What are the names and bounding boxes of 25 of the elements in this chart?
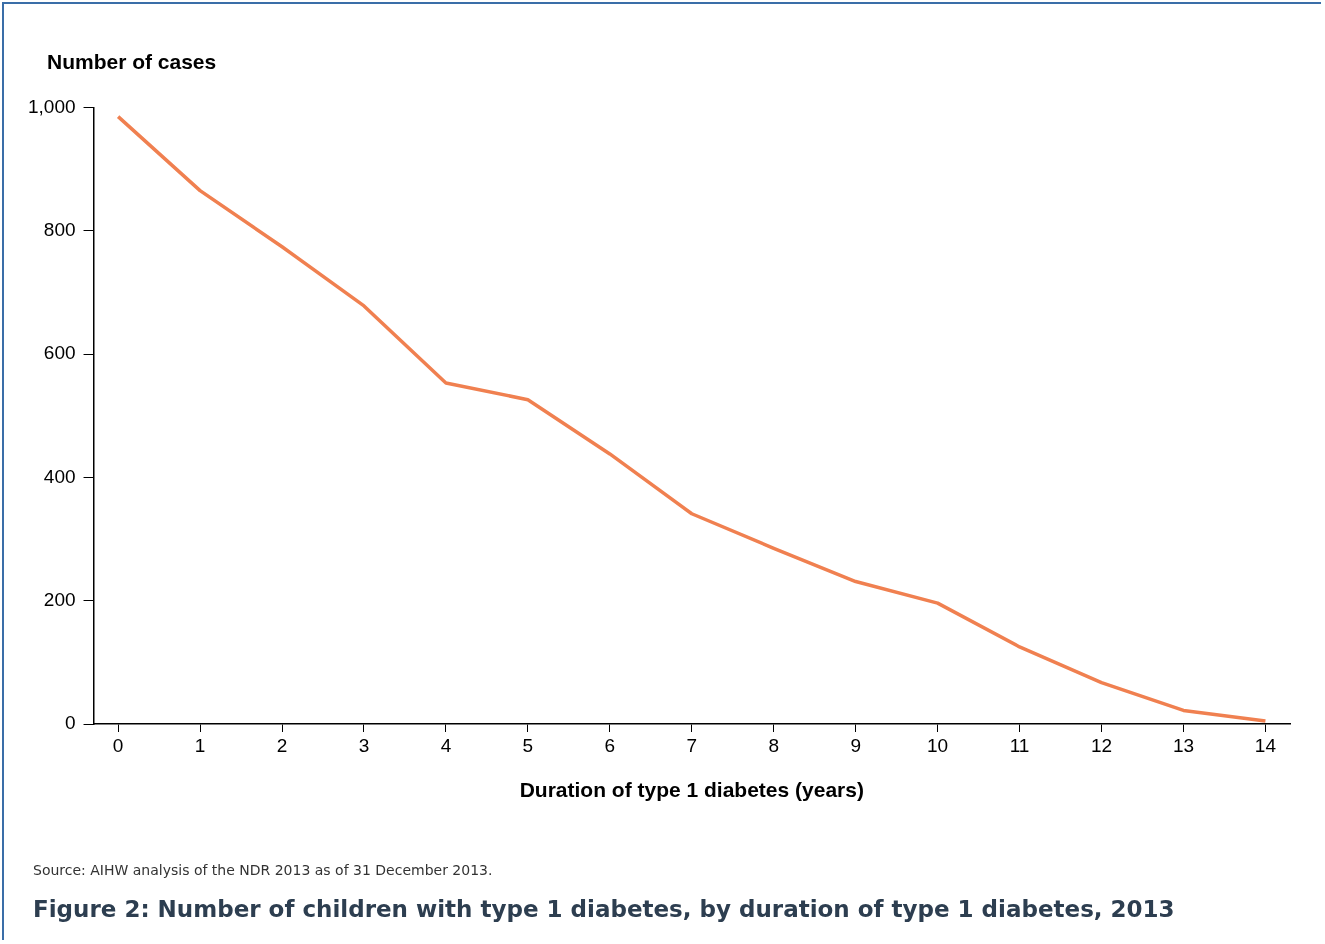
x-tick-label: 3 <box>358 734 370 756</box>
x-tick-label: 9 <box>850 734 861 756</box>
x-tick-label: 1 <box>194 734 206 756</box>
y-tick-label: 400 <box>43 465 76 487</box>
x-tick-label: 8 <box>768 734 780 756</box>
x-tick-label: 14 <box>1254 734 1277 756</box>
x-tick-label: 5 <box>522 734 534 756</box>
x-tick-label: 0 <box>112 734 124 756</box>
x-tick-label: 7 <box>686 734 698 756</box>
x-tick-label: 10 <box>927 734 949 756</box>
x-tick-label: 12 <box>1090 734 1113 756</box>
y-tick-label: 600 <box>43 342 76 364</box>
x-tick-label: 11 <box>1009 734 1030 756</box>
y-axis-title: Number of cases <box>47 50 217 74</box>
source-note: Source: AIHW analysis of the NDR 2013 as of 31 December 2013. <box>33 862 493 878</box>
x-axis-title: Duration of type 1 diabetes (years) <box>519 778 864 802</box>
x-tick-label: 6 <box>604 734 616 756</box>
y-tick-label: 0 <box>64 712 76 734</box>
x-tick-label: 2 <box>276 734 288 756</box>
y-tick-label: 800 <box>43 218 76 240</box>
y-tick-label: 200 <box>43 588 76 610</box>
x-tick-label: 13 <box>1172 734 1195 756</box>
text: Figure 2: Number of children with type 1 diabetes, by duration of type 1 diabetes, 2013 <box>33 896 1175 922</box>
y-tick-label: 1,000 <box>28 95 76 117</box>
x-tick-label: 4 <box>440 734 452 756</box>
